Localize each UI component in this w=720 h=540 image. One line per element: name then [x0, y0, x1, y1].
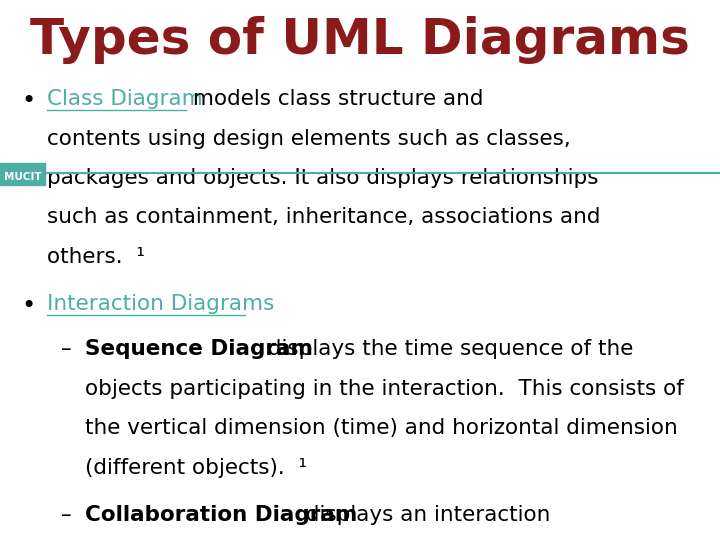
FancyBboxPatch shape	[0, 163, 45, 185]
Text: packages and objects. It also displays relationships: packages and objects. It also displays r…	[47, 168, 598, 188]
Text: Collaboration Diagram: Collaboration Diagram	[85, 505, 357, 525]
Text: •: •	[22, 294, 36, 318]
Text: Sequence Diagram: Sequence Diagram	[85, 340, 313, 360]
Text: Types of UML Diagrams: Types of UML Diagrams	[30, 16, 690, 64]
Text: Class Diagram: Class Diagram	[47, 89, 202, 109]
Text: contents using design elements such as classes,: contents using design elements such as c…	[47, 129, 570, 148]
Text: such as containment, inheritance, associations and: such as containment, inheritance, associ…	[47, 207, 600, 227]
Text: objects participating in the interaction.  This consists of: objects participating in the interaction…	[85, 379, 684, 399]
Text: MUCIT: MUCIT	[4, 172, 41, 183]
Text: –: –	[61, 340, 72, 360]
Text: models class structure and: models class structure and	[186, 89, 483, 109]
Text: •: •	[22, 89, 36, 113]
Text: displays the time sequence of the: displays the time sequence of the	[261, 340, 634, 360]
Text: Interaction Diagrams: Interaction Diagrams	[47, 294, 274, 314]
Text: (different objects).  ¹: (different objects). ¹	[85, 458, 307, 478]
Text: –: –	[61, 505, 72, 525]
Text: others.  ¹: others. ¹	[47, 247, 145, 267]
Text: displays an interaction: displays an interaction	[299, 505, 550, 525]
Text: the vertical dimension (time) and horizontal dimension: the vertical dimension (time) and horizo…	[85, 418, 678, 438]
